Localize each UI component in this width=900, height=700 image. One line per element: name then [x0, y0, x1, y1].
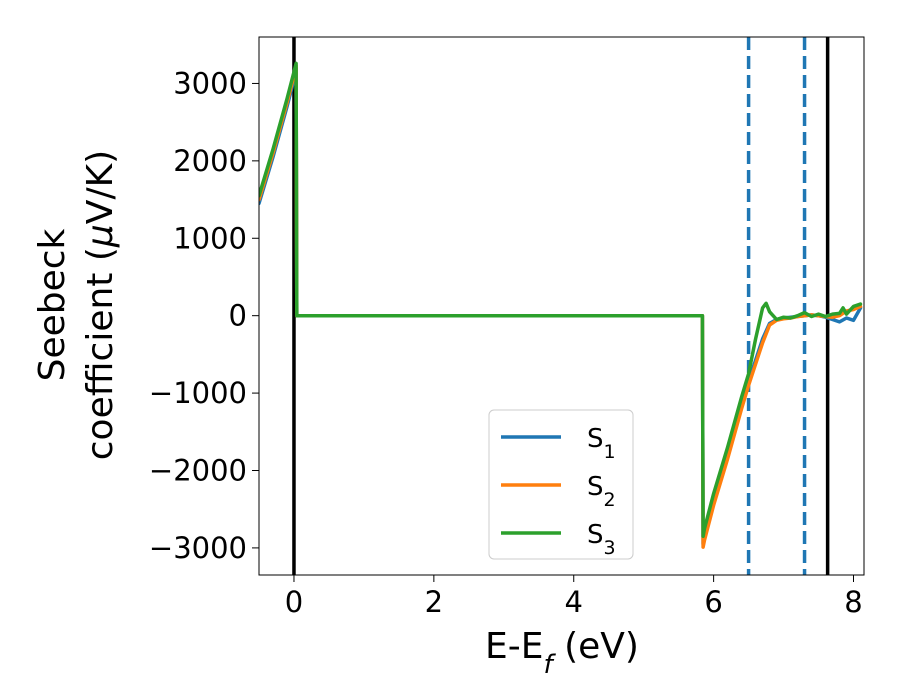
legend-label-main: S	[587, 472, 604, 502]
x-tick-label: 6	[704, 585, 722, 619]
y-axis-label: Seebeck coefficient (μV/K)	[32, 150, 121, 460]
legend-label-S2: S2	[587, 472, 616, 511]
y-axis-label-mu: μ	[80, 224, 121, 248]
x-tick-label: 4	[565, 585, 583, 619]
y-axis-label-line2: coefficient (μV/K)	[80, 150, 121, 460]
legend-label-sub: 1	[604, 441, 616, 463]
ticks: 0 2 4 6 8 −3000 −2000 −1000 0 1000 2000 3000	[149, 66, 863, 619]
x-tick-label: 0	[285, 585, 303, 619]
legend-label-sub: 2	[604, 489, 616, 511]
x-tick-label: 2	[425, 585, 443, 619]
series-line-S3	[259, 61, 863, 539]
x-axis-label-main: E-E	[485, 626, 543, 667]
series-lines	[259, 61, 863, 549]
y-tick-label: 2000	[173, 144, 247, 178]
legend-label-S3: S3	[587, 520, 616, 559]
legend-label-main: S	[587, 424, 604, 454]
legend-label-S1: S1	[587, 424, 616, 463]
y-tick-label: −1000	[149, 376, 247, 410]
y-axis-label-text: coefficient (	[80, 247, 121, 460]
y-tick-label: −2000	[149, 453, 247, 487]
y-axis-label-unit: V/K)	[80, 150, 121, 224]
legend-label-main: S	[587, 520, 604, 550]
x-tick-label: 8	[844, 585, 862, 619]
y-tick-label: 1000	[173, 221, 247, 255]
y-tick-label: 3000	[173, 66, 247, 100]
y-tick-label: 0	[229, 299, 247, 333]
x-axis-label-unit: (eV)	[553, 626, 639, 667]
y-axis-label-line1: Seebeck	[32, 228, 73, 381]
x-axis-label: E-Ef (eV)	[485, 626, 639, 680]
axes-frame	[258, 36, 865, 576]
axes-border	[258, 36, 865, 576]
vertical-lines	[292, 37, 830, 575]
legend-label-sub: 3	[604, 537, 616, 559]
y-tick-label: −3000	[149, 531, 247, 565]
